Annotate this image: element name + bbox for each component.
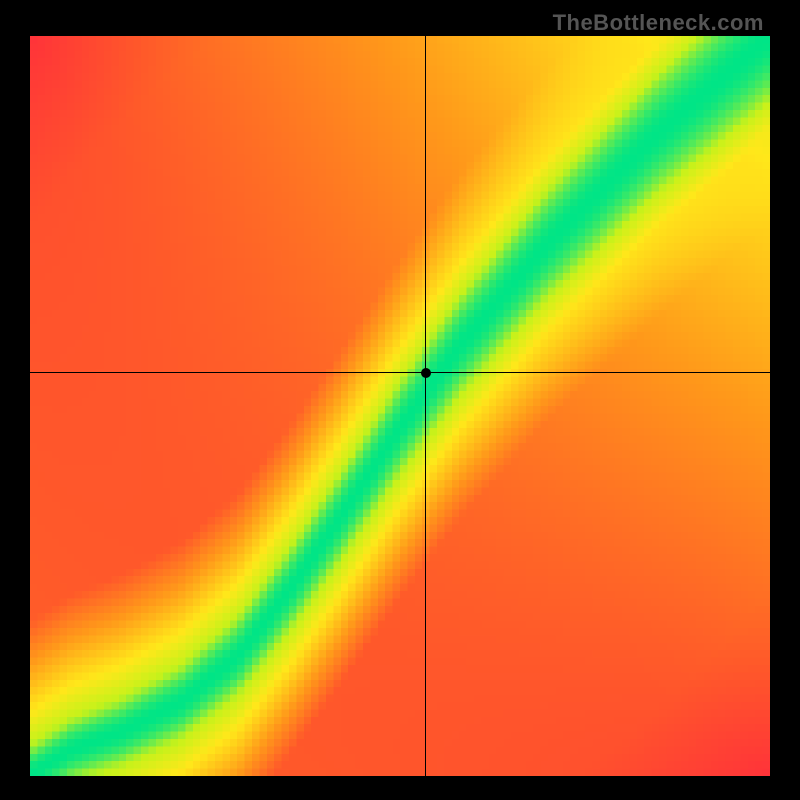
crosshair-horizontal [30, 372, 770, 373]
watermark-text: TheBottleneck.com [553, 10, 764, 36]
crosshair-vertical [425, 36, 426, 776]
crosshair-marker [421, 368, 431, 378]
bottleneck-heatmap [30, 36, 770, 776]
chart-container: TheBottleneck.com [0, 0, 800, 800]
